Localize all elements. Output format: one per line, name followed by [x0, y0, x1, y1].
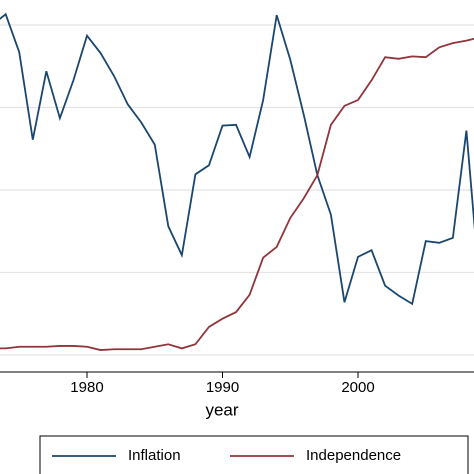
x-tick-label: 2000	[341, 379, 374, 396]
legend-box	[39, 435, 469, 474]
x-tick-label: 1990	[206, 379, 239, 396]
legend-label: Inflation	[128, 447, 181, 464]
line-series	[0, 12, 474, 306]
plot-area	[0, 12, 474, 356]
legend-label: Independence	[306, 447, 401, 464]
line-series	[0, 37, 474, 351]
x-tick-label: 1980	[70, 379, 103, 396]
x-axis-label: year	[205, 400, 238, 419]
